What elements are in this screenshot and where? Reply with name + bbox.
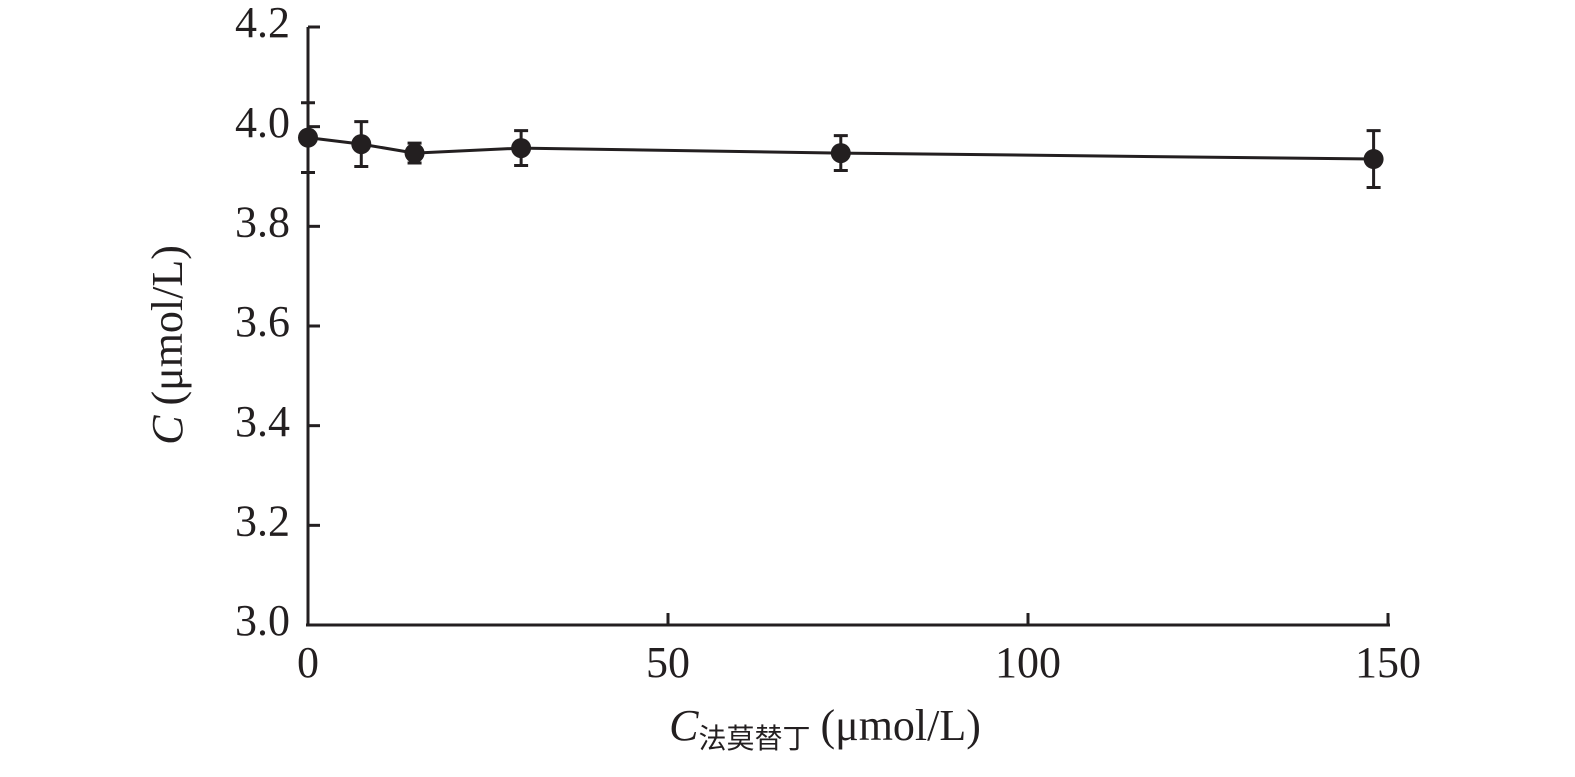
x-tick-label: 0 <box>297 638 319 687</box>
y-tick-label: 3.8 <box>235 197 290 246</box>
data-point <box>1363 149 1384 170</box>
y-tick-label: 3.0 <box>235 596 290 645</box>
data-point <box>830 143 851 164</box>
data-point <box>298 127 318 148</box>
x-axis-label: C法莫替丁 (μmol/L) <box>669 701 981 755</box>
y-axis-label: C (μmol/L) <box>143 245 192 445</box>
x-tick-label: 100 <box>995 638 1061 687</box>
data-point <box>511 138 532 159</box>
x-tick-label: 150 <box>1355 638 1421 687</box>
y-tick-label: 4.2 <box>235 0 290 47</box>
y-tick-label: 3.2 <box>235 496 290 545</box>
y-label-symbol: C <box>143 415 192 445</box>
x-label-unit: (μmol/L) <box>820 701 980 750</box>
data-point <box>404 143 425 164</box>
x-tick-label: 50 <box>646 638 690 687</box>
y-tick-label: 3.6 <box>235 297 290 346</box>
data-point <box>351 134 372 155</box>
y-tick-label: 4.0 <box>235 98 290 147</box>
y-label-unit: (μmol/L) <box>143 245 192 405</box>
x-label-symbol: C <box>669 701 699 750</box>
y-tick-label: 3.4 <box>235 397 290 446</box>
x-label-subscript: 法莫替丁 <box>698 722 810 755</box>
